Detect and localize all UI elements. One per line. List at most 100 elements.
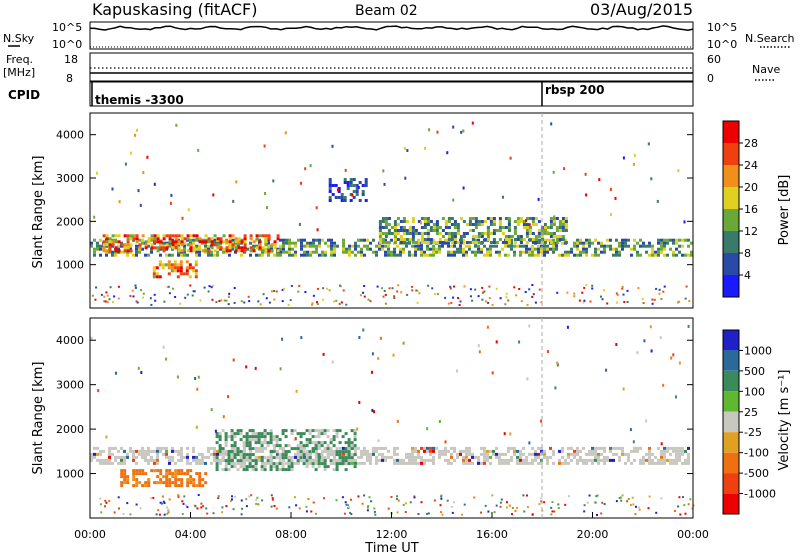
- velocity-echo-cell: [387, 455, 390, 459]
- power-echo-cell: [513, 226, 517, 229]
- power-echo-cell: [636, 241, 639, 245]
- power-echo-cell: [309, 253, 312, 257]
- velocity-noise-cell: [202, 505, 204, 508]
- velocity-noise-cell: [310, 510, 313, 513]
- velocity-echo-cell: [627, 452, 630, 456]
- velocity-echo-cell: [639, 458, 642, 462]
- velocity-echo-cell: [347, 438, 351, 442]
- power-echo-cell: [690, 241, 693, 245]
- power-echo-cell: [408, 253, 411, 257]
- velocity-echo-cell: [287, 465, 291, 469]
- power-echo-cell: [564, 253, 567, 257]
- power-echo-cell: [477, 223, 481, 226]
- velocity-noise-cell: [487, 510, 490, 513]
- velocity-echo-cell: [156, 461, 159, 465]
- power-echo-cell: [126, 234, 130, 238]
- velocity-echo-cell: [513, 449, 516, 453]
- power-echo-cell: [432, 247, 435, 251]
- velocity-noise-cell: [113, 511, 116, 514]
- power-echo-cell: [411, 220, 415, 223]
- velocity-echo-cell: [570, 452, 573, 456]
- power-echo-cell: [519, 217, 523, 220]
- velocity-echo-cell: [215, 462, 219, 466]
- velocity-noise-cell: [122, 513, 125, 515]
- velocity-echo-cell: [123, 449, 126, 453]
- velocity-echo-cell: [296, 444, 300, 448]
- velocity-echo-cell: [320, 444, 324, 448]
- velocity-noise-cell: [163, 513, 166, 516]
- velocity-echo-cell: [624, 461, 627, 465]
- velocity-noise-cell: [564, 503, 567, 506]
- power-noise-cell: [270, 290, 273, 293]
- velocity-echo-cell: [156, 446, 159, 450]
- power-echo-cell: [194, 269, 198, 273]
- power-echo-cell: [352, 190, 356, 193]
- power-echo-cell: [279, 238, 282, 242]
- velocity-echo-cell: [236, 468, 240, 472]
- power-echo-cell: [444, 223, 448, 226]
- velocity-noise-cell: [194, 505, 197, 508]
- power-echo-cell: [420, 247, 423, 251]
- power-sparse-cell: [212, 193, 215, 197]
- velocity-echo-cell: [468, 458, 471, 462]
- velocity-noise-cell: [600, 512, 603, 515]
- velocity-noise-cell: [373, 510, 376, 513]
- velocity-echo-cell: [335, 450, 339, 454]
- velocity-echo-cell: [231, 455, 234, 459]
- power-echo-cell: [519, 235, 523, 238]
- power-echo-cell: [510, 247, 513, 251]
- velocity-sparse-cell: [486, 325, 489, 329]
- power-echo-cell: [194, 272, 198, 276]
- power-sparse-cell: [383, 182, 386, 186]
- velocity-echo-cell: [144, 481, 148, 485]
- power-echo-cell: [663, 253, 666, 257]
- power-echo-cell: [189, 246, 193, 250]
- velocity-echo-cell: [207, 455, 210, 459]
- power-noise-cell: [528, 288, 531, 291]
- power-echo-cell: [288, 244, 291, 248]
- velocity-echo-cell: [299, 459, 303, 463]
- power-echo-cell: [480, 247, 483, 251]
- velocity-echo-cell: [348, 458, 351, 462]
- power-echo-cell: [456, 223, 460, 226]
- velocity-echo-cell: [321, 458, 324, 462]
- power-echo-cell: [435, 226, 439, 229]
- power-echo-cell: [231, 238, 234, 242]
- velocity-noise-cell: [480, 511, 482, 514]
- power-echo-cell: [207, 240, 211, 244]
- power-echo-cell: [507, 220, 511, 223]
- velocity-echo-cell: [341, 459, 345, 463]
- power-echo-cell: [414, 247, 417, 251]
- velocity-echo-cell: [299, 444, 303, 448]
- power-echo-cell: [105, 249, 109, 253]
- power-echo-cell: [355, 184, 359, 187]
- velocity-echo-cell: [230, 435, 234, 439]
- velocity-echo-cell: [684, 461, 687, 465]
- velocity-echo-cell: [317, 444, 321, 448]
- velocity-echo-cell: [297, 452, 300, 456]
- velocity-echo-cell: [624, 452, 627, 456]
- velocity-echo-cell: [306, 455, 309, 459]
- velocity-sparse-cell: [196, 387, 199, 391]
- velocity-echo-cell: [309, 461, 312, 465]
- power-echo-cell: [534, 235, 538, 238]
- velocity-echo-cell: [483, 449, 486, 453]
- velocity-echo-cell: [360, 455, 363, 459]
- power-echo-cell: [249, 253, 252, 257]
- power-echo-cell: [387, 229, 391, 232]
- power-echo-cell: [387, 217, 391, 220]
- power-noise-cell: [518, 288, 521, 290]
- power-echo-cell: [204, 244, 207, 248]
- power-echo-cell: [435, 241, 439, 244]
- power-echo-cell: [558, 238, 562, 241]
- power-echo-cell: [328, 190, 332, 193]
- velocity-echo-cell: [332, 438, 336, 442]
- velocity-noise-cell: [648, 495, 651, 498]
- power-echo-cell: [552, 223, 556, 226]
- velocity-echo-cell: [630, 461, 633, 465]
- power-noise-cell: [444, 296, 447, 299]
- velocity-sparse-cell: [687, 324, 690, 328]
- velocity-noise-cell: [240, 499, 243, 502]
- velocity-echo-cell: [230, 459, 234, 463]
- power-echo-cell: [564, 223, 568, 226]
